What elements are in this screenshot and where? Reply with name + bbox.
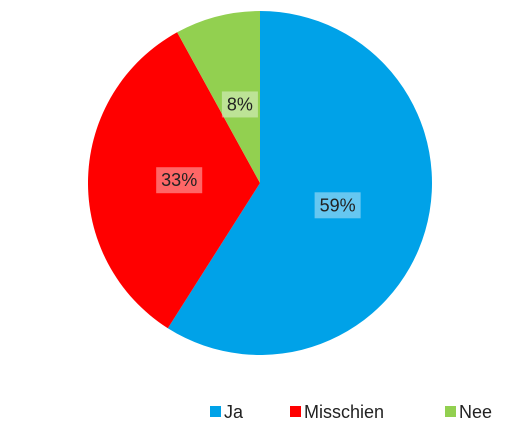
legend-swatch [290, 406, 301, 417]
data-label: 33% [161, 170, 197, 190]
legend-swatch [445, 406, 456, 417]
legend-label: Misschien [304, 402, 384, 422]
data-label-bg [314, 192, 361, 219]
data-label: 8% [227, 94, 253, 114]
pie-slice [177, 10, 260, 183]
data-label-bg [221, 91, 258, 118]
legend-swatch [210, 406, 221, 417]
pie-slice [87, 32, 260, 329]
legend-label: Ja [224, 402, 244, 422]
data-label: 59% [320, 195, 356, 215]
legend-label: Nee [459, 402, 492, 422]
data-label-bg [156, 167, 203, 194]
pie-slice [167, 11, 433, 355]
